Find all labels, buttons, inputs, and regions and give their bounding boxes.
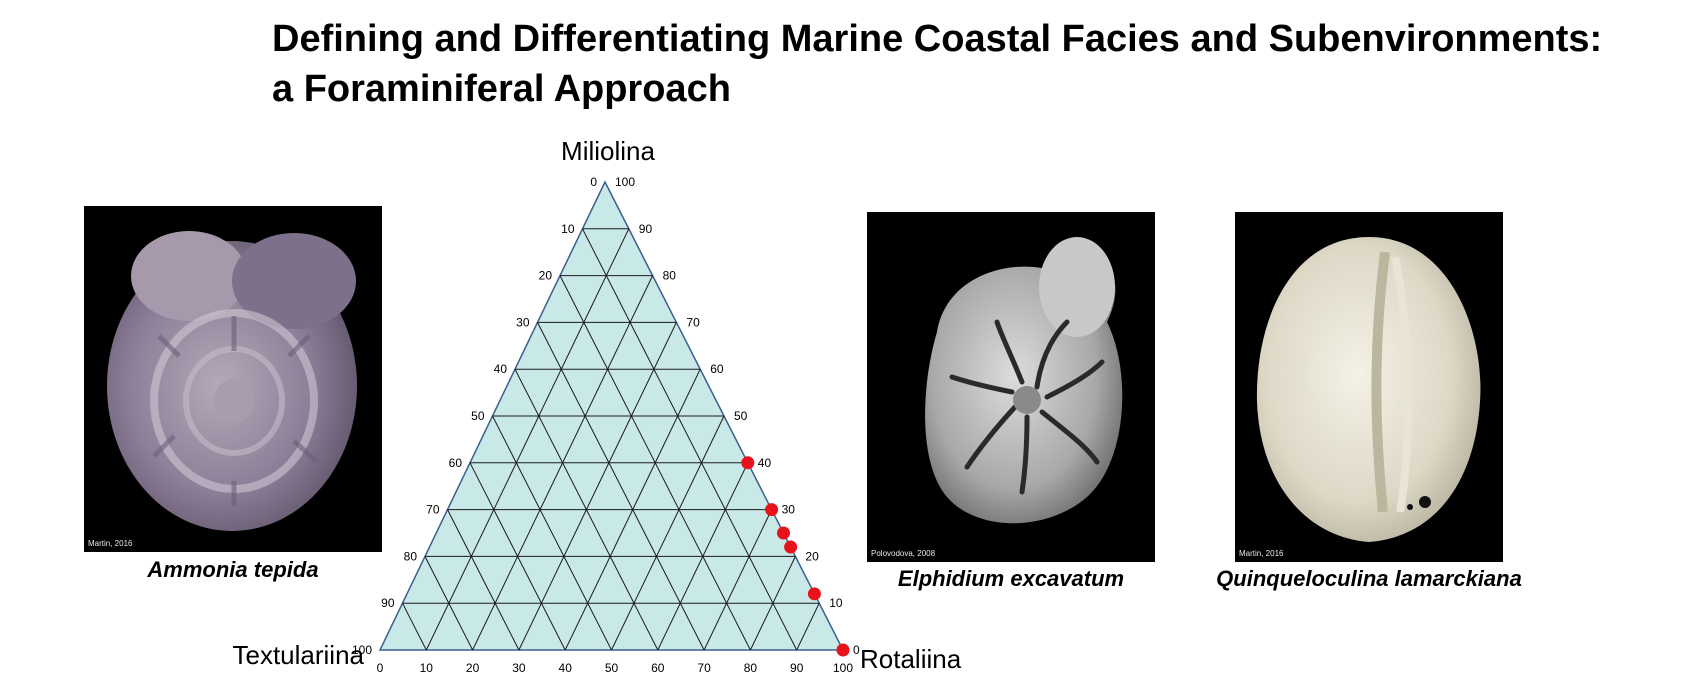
tick-label-bottom: 90 bbox=[790, 661, 804, 675]
ammonia-tepida-photo: Martin, 2016 bbox=[84, 206, 382, 552]
elphidium-excavatum-credit: Polovodova, 2008 bbox=[871, 549, 936, 558]
sample-point bbox=[777, 526, 790, 540]
quinqueloculina-lamarckiana-illustration bbox=[1256, 237, 1481, 542]
tick-label-left: 100 bbox=[352, 643, 372, 657]
tick-label-left: 10 bbox=[561, 222, 575, 236]
tick-label-right: 80 bbox=[663, 269, 677, 283]
title-line-2: a Foraminiferal Approach bbox=[272, 68, 731, 110]
quinqueloculina-lamarckiana-credit: Martin, 2016 bbox=[1239, 549, 1284, 558]
sample-point bbox=[741, 456, 755, 470]
tick-label-left: 0 bbox=[590, 175, 597, 189]
sample-point bbox=[836, 643, 850, 657]
grid-line-diagonal-right bbox=[582, 228, 798, 651]
quinqueloculina-lamarckiana-caption: Quinqueloculina lamarckiana bbox=[1216, 566, 1522, 591]
tick-label-left: 30 bbox=[516, 315, 530, 329]
tick-label-left: 80 bbox=[404, 549, 418, 563]
tick-label-bottom: 40 bbox=[559, 661, 573, 675]
grid-line-diagonal-right bbox=[537, 322, 705, 651]
tick-label-bottom: 30 bbox=[512, 661, 526, 675]
grid-line-diagonal-right bbox=[402, 602, 427, 651]
grid-line-diagonal-left bbox=[518, 322, 677, 651]
grid-line-diagonal-left bbox=[611, 415, 725, 651]
tick-label-bottom: 20 bbox=[466, 661, 480, 675]
ternary-grid bbox=[402, 228, 820, 651]
tick-label-bottom: 60 bbox=[651, 661, 665, 675]
tick-label-right: 20 bbox=[805, 549, 819, 563]
grid-line-diagonal-right bbox=[447, 509, 520, 651]
vertex-label-rotaliina: Rotaliina bbox=[860, 644, 962, 674]
tick-label-right: 50 bbox=[734, 409, 748, 423]
tick-label-right: 70 bbox=[686, 315, 700, 329]
tick-label-bottom: 70 bbox=[697, 661, 711, 675]
tick-label-bottom: 100 bbox=[833, 661, 853, 675]
tick-label-left: 40 bbox=[494, 362, 508, 376]
ammonia-tepida-caption: Ammonia tepida bbox=[147, 557, 319, 582]
quinqueloculina-lamarckiana-photo: Martin, 2016 bbox=[1235, 212, 1503, 562]
tick-label-left: 60 bbox=[449, 456, 463, 470]
ammonia-tepida-illustration bbox=[107, 231, 357, 531]
tick-label-bottom: 10 bbox=[420, 661, 434, 675]
tick-label-right: 30 bbox=[782, 503, 796, 517]
sample-point bbox=[765, 503, 779, 517]
grid-line-diagonal-right bbox=[492, 415, 612, 651]
title-line-1: Defining and Differentiating Marine Coas… bbox=[272, 18, 1603, 60]
elphidium-excavatum-illustration bbox=[925, 237, 1123, 524]
grid-line-diagonal-left bbox=[703, 509, 773, 651]
tick-label-right: 100 bbox=[615, 175, 635, 189]
elphidium-excavatum-photo: Polovodova, 2008 bbox=[867, 212, 1155, 562]
tick-label-bottom: 0 bbox=[377, 661, 384, 675]
grid-line-diagonal-left bbox=[425, 228, 630, 651]
tick-label-right: 40 bbox=[758, 456, 772, 470]
ternary-points bbox=[741, 456, 850, 657]
tick-label-left: 70 bbox=[426, 503, 440, 517]
tick-label-left: 90 bbox=[381, 596, 395, 610]
grid-line-diagonal-left bbox=[796, 602, 820, 651]
elphidium-excavatum-caption: Elphidium excavatum bbox=[897, 566, 1125, 591]
tick-label-left: 50 bbox=[471, 409, 485, 423]
ammonia-tepida-credit: Martin, 2016 bbox=[88, 539, 133, 548]
vertex-label-textulariina: Textulariina bbox=[232, 640, 364, 670]
tick-label-right: 60 bbox=[710, 362, 724, 376]
tick-label-right: 90 bbox=[639, 222, 653, 236]
sample-point bbox=[784, 540, 798, 554]
tick-label-left: 20 bbox=[539, 269, 553, 283]
vertex-label-miliolina: Miliolina bbox=[561, 136, 655, 166]
tick-label-right: 10 bbox=[829, 596, 843, 610]
tick-label-bottom: 50 bbox=[605, 661, 619, 675]
tick-label-right: 0 bbox=[853, 643, 860, 657]
sample-point bbox=[807, 587, 821, 601]
page-title: Defining and Differentiating Marine Coas… bbox=[272, 14, 1602, 114]
tick-label-bottom: 80 bbox=[744, 661, 758, 675]
